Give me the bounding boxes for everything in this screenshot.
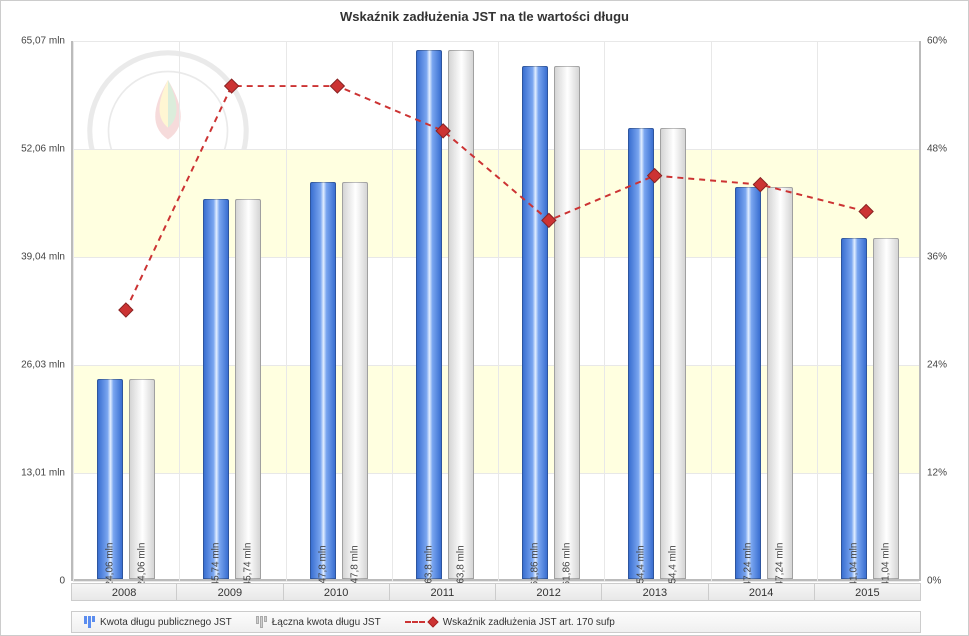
y-right-tick: 0% [927,576,941,587]
bar-label: 41,04 mln [848,543,859,587]
bar-white: 54,4 mln [660,128,686,579]
plot-area: 24,06 mln24,06 mln 45,74 mln45,74 mln 47,8… [71,41,921,581]
bar-blue: 24,06 mln [97,379,123,579]
bar-label: 47,8 mln [317,545,328,583]
bar-label: 63,8 mln [423,545,434,583]
bar-label: 63,8 mln [455,545,466,583]
bar-label: 45,74 mln [211,543,222,587]
gridline [73,581,919,582]
y-right-tick: 36% [927,252,947,263]
x-tick: 2011 [390,583,496,601]
legend-label-1: Kwota długu publicznego JST [100,617,232,628]
bar-white: 47,24 mln [767,187,793,579]
y-right-tick: 12% [927,468,947,479]
legend: Kwota długu publicznego JST Łączna kwota… [71,611,921,633]
bar-label: 45,74 mln [243,543,254,587]
bar-label: 47,24 mln [774,543,785,587]
bar-white: 41,04 mln [873,238,899,579]
bar-label: 41,04 mln [880,543,891,587]
bars-layer: 24,06 mln24,06 mln 45,74 mln45,74 mln 47,8… [73,41,919,579]
x-tick: 2012 [496,583,602,601]
y-left-tick: 13,01 mln [21,468,65,479]
chart-title: Wskaźnik zadłużenia JST na tle wartości … [1,1,968,28]
bar-blue: 41,04 mln [841,238,867,579]
bar-white: 47,8 mln [342,182,368,579]
bar-blue: 47,24 mln [735,187,761,579]
x-tick: 2010 [284,583,390,601]
bar-label: 54,4 mln [636,545,647,583]
y-right-tick: 60% [927,36,947,47]
bar-white: 24,06 mln [129,379,155,579]
bar-blue: 47,8 mln [310,182,336,579]
x-tick: 2008 [71,583,177,601]
plot-wrap: 24,06 mln24,06 mln 45,74 mln45,74 mln 47,8… [71,41,921,581]
x-tick: 2009 [177,583,283,601]
bar-blue: 54,4 mln [628,128,654,579]
y-left-tick: 0 [59,576,65,587]
bar-blue: 61,86 mln [522,66,548,579]
bar-white: 45,74 mln [235,199,261,579]
y-left-tick: 26,03 mln [21,359,65,370]
bar-white: 61,86 mln [554,66,580,579]
y-right-tick: 48% [927,144,947,155]
bar-label: 61,86 mln [530,543,541,587]
legend-item-2: Łączna kwota długu JST [244,616,393,628]
bar-label: 24,06 mln [105,543,116,587]
y-right-tick: 24% [927,360,947,371]
y-left-tick: 52,06 mln [21,143,65,154]
legend-item-1: Kwota długu publicznego JST [72,616,244,628]
legend-item-3: Wskaźnik zadłużenia JST art. 170 sufp [393,617,627,628]
bar-label: 61,86 mln [562,543,573,587]
x-tick: 2013 [602,583,708,601]
legend-label-2: Łączna kwota długu JST [272,617,381,628]
x-axis: 20082009201020112012201320142015 [71,583,921,603]
bar-blue: 45,74 mln [203,199,229,579]
bar-white: 63,8 mln [448,50,474,579]
legend-label-3: Wskaźnik zadłużenia JST art. 170 sufp [443,617,615,628]
bar-label: 24,06 mln [137,543,148,587]
y-left-tick: 39,04 mln [21,252,65,263]
x-tick: 2014 [709,583,815,601]
x-tick: 2015 [815,583,921,601]
bar-label: 47,8 mln [349,545,360,583]
bar-label: 47,24 mln [742,543,753,587]
y-left-tick: 65,07 mln [21,36,65,47]
bar-label: 54,4 mln [668,545,679,583]
bar-blue: 63,8 mln [416,50,442,579]
